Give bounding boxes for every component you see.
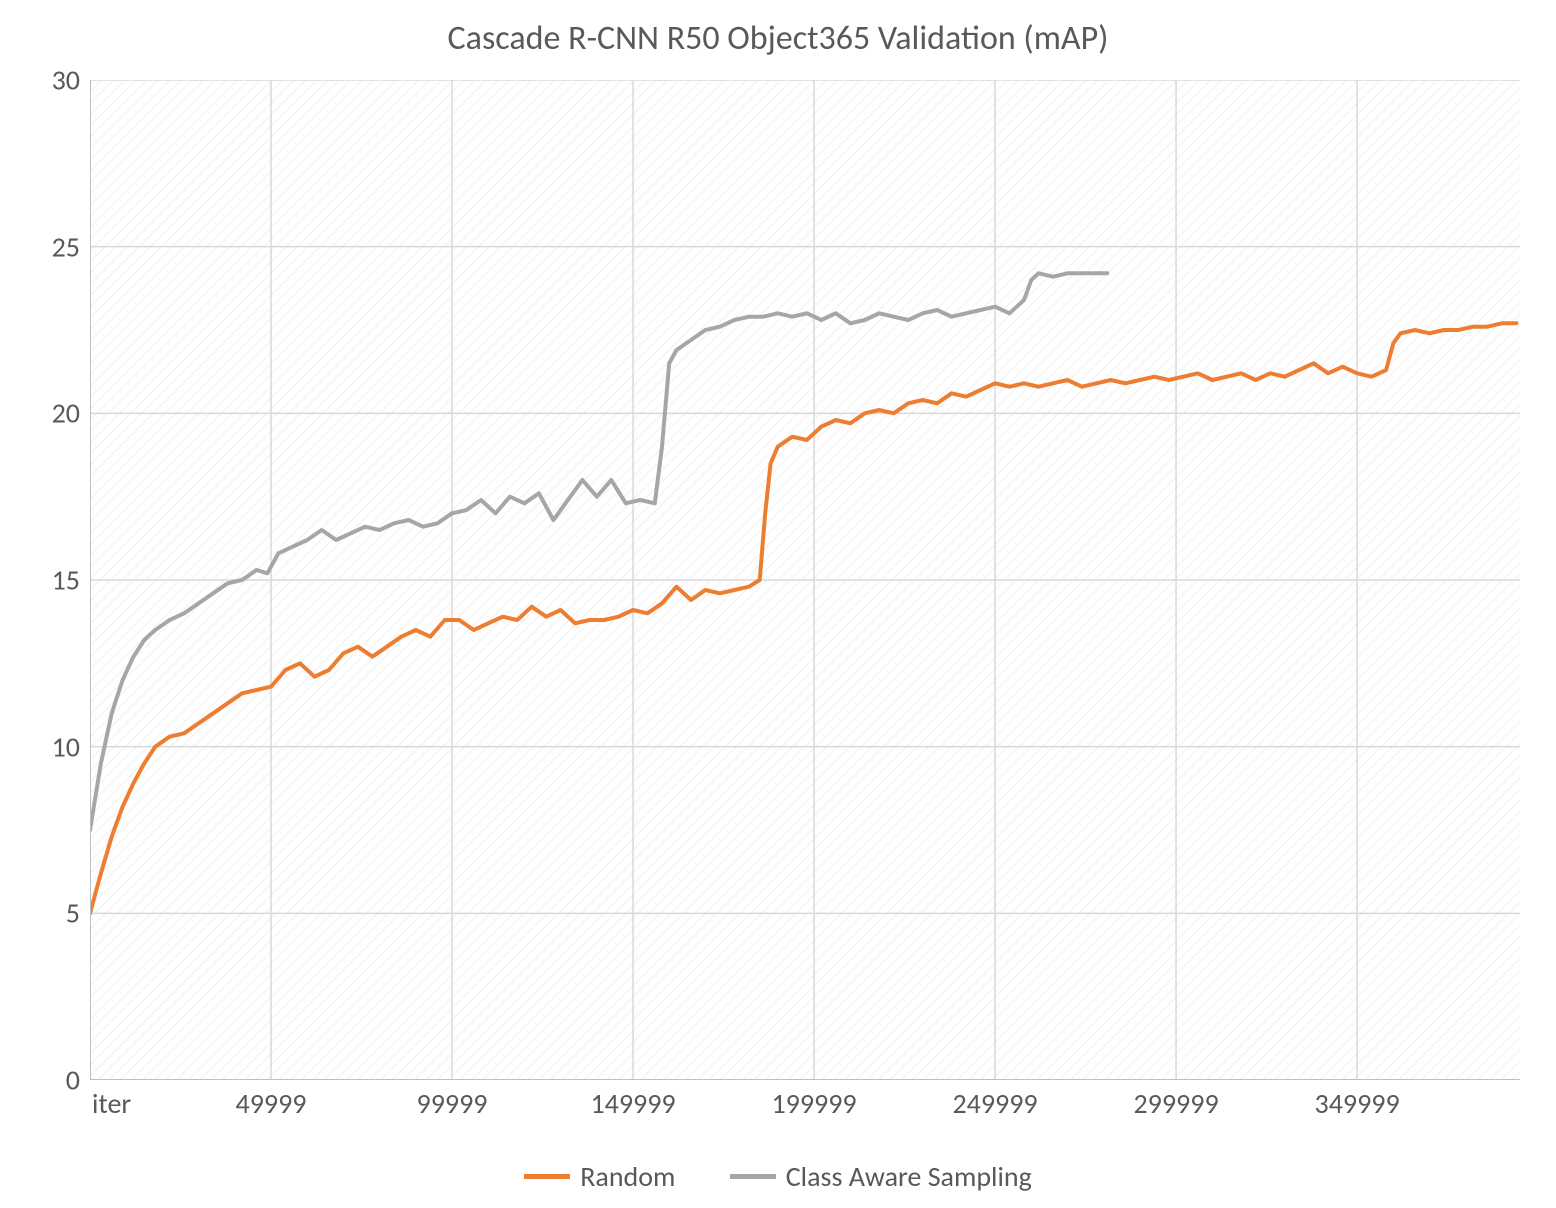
- x-tick-label: 99999: [417, 1086, 488, 1121]
- x-tick-label: 49999: [236, 1086, 307, 1121]
- x-tick-label: 149999: [590, 1086, 675, 1121]
- legend: Random Class Aware Sampling: [0, 1152, 1556, 1194]
- legend-label-class-aware: Class Aware Sampling: [786, 1159, 1032, 1194]
- y-tick-label: 25: [20, 229, 80, 264]
- y-tick-label: 15: [20, 563, 80, 598]
- x-tick-label: iter: [92, 1086, 131, 1121]
- chart-container: Cascade R-CNN R50 Object365 Validation (…: [0, 0, 1556, 1208]
- plot-area: [90, 80, 1520, 1080]
- legend-label-random: Random: [580, 1159, 675, 1194]
- y-tick-label: 0: [20, 1063, 80, 1098]
- y-tick-label: 20: [20, 396, 80, 431]
- plot-svg: [90, 80, 1520, 1080]
- y-tick-label: 10: [20, 729, 80, 764]
- x-tick-label: 349999: [1315, 1086, 1400, 1121]
- x-tick-label: 299999: [1133, 1086, 1218, 1121]
- legend-swatch-random: [524, 1174, 570, 1179]
- legend-item-random: Random: [524, 1159, 675, 1194]
- y-tick-label: 30: [20, 63, 80, 98]
- legend-item-class-aware: Class Aware Sampling: [730, 1159, 1032, 1194]
- y-tick-label: 5: [20, 896, 80, 931]
- x-tick-label: 249999: [952, 1086, 1037, 1121]
- chart-title: Cascade R-CNN R50 Object365 Validation (…: [0, 18, 1556, 59]
- x-tick-label: 199999: [771, 1086, 856, 1121]
- legend-swatch-class-aware: [730, 1174, 776, 1179]
